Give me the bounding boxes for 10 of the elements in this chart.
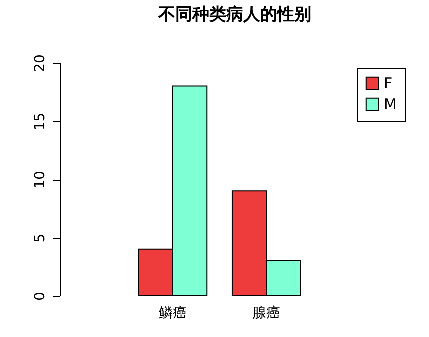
x-tick-label: 腺癌 [252, 306, 281, 322]
x-tick-label: 鳞癌 [158, 306, 187, 322]
chart-title: 不同种类病人的性别 [158, 5, 312, 26]
legend-label: M [384, 96, 397, 114]
y-tick-label: 10 [32, 171, 48, 189]
y-tick-label: 5 [32, 234, 48, 243]
y-tick-label: 0 [32, 292, 48, 301]
y-tick-label: 15 [32, 112, 48, 131]
legend-label: F [384, 74, 393, 92]
y-tick-label: 20 [32, 54, 48, 72]
